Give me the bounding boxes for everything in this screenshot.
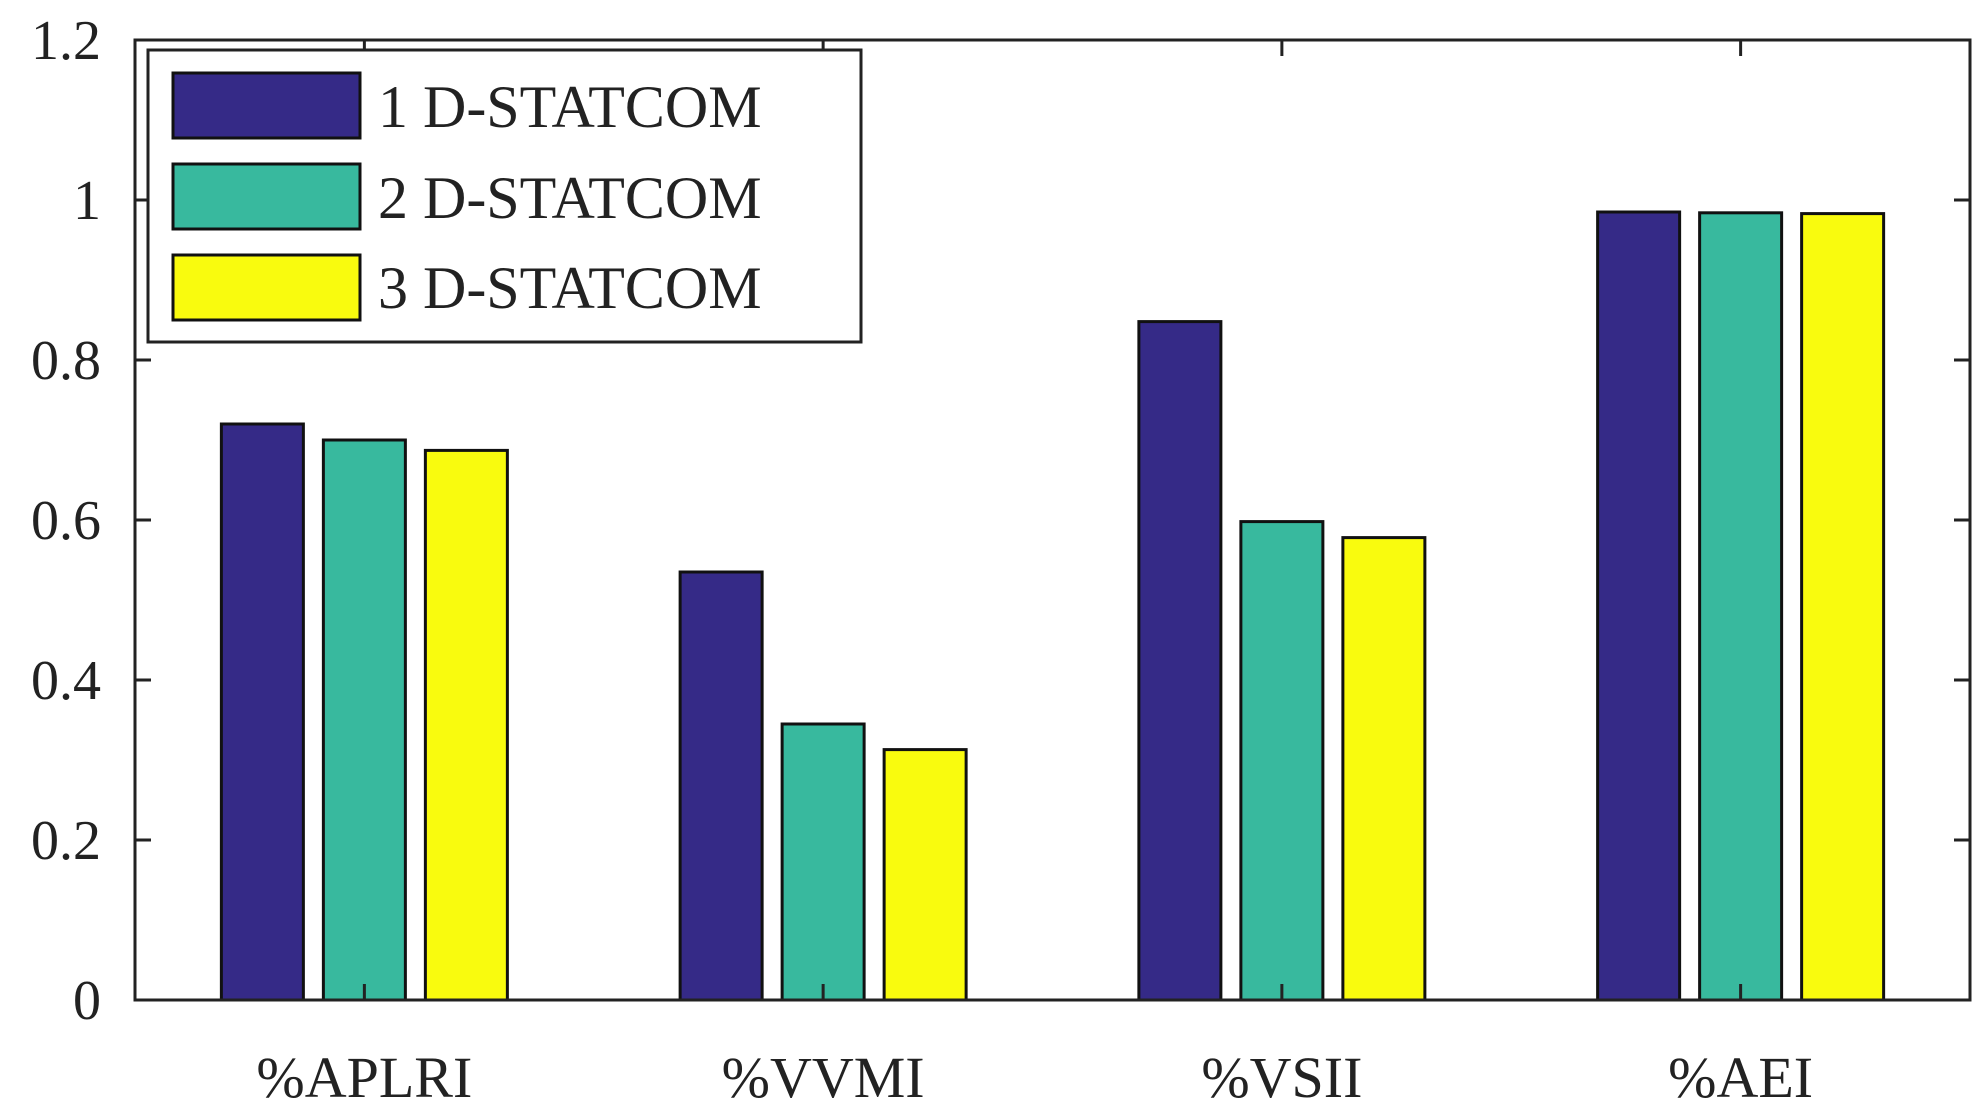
bar-aei-series-3 bbox=[1800, 212, 1886, 1002]
x-category-label-3: %AEI bbox=[1668, 1045, 1813, 1110]
bar-vsii-series-2 bbox=[1239, 520, 1325, 1002]
legend-swatch-2 bbox=[171, 162, 362, 231]
y-tick-label-3: 0.6 bbox=[31, 490, 101, 552]
bar-vsii-series-1 bbox=[1137, 320, 1223, 1002]
y-tick-label-0: 0 bbox=[73, 970, 101, 1032]
x-category-label-0: %APLRI bbox=[256, 1045, 472, 1110]
bar-aplri-series-3 bbox=[423, 448, 509, 1002]
bar-vvmi-series-3 bbox=[882, 748, 968, 1002]
legend: 1 D-STATCOM 2 D-STATCOM 3 D-STATCOM bbox=[146, 48, 863, 344]
y-tick-labels: 0 0.2 0.4 0.6 0.8 1 1.2 bbox=[31, 10, 101, 1032]
legend-label-1: 1 D-STATCOM bbox=[378, 74, 762, 140]
bar-vvmi-series-2 bbox=[780, 722, 866, 1002]
legend-label-2: 2 D-STATCOM bbox=[378, 165, 762, 231]
bar-aei-series-2 bbox=[1698, 211, 1784, 1002]
bar-aei-series-1 bbox=[1596, 210, 1682, 1002]
y-tick-label-6: 1.2 bbox=[31, 10, 101, 72]
x-category-labels: %APLRI %VVMI %VSII %AEI bbox=[256, 1045, 1813, 1110]
y-tick-label-5: 1 bbox=[73, 170, 101, 232]
x-category-label-2: %VSII bbox=[1201, 1045, 1362, 1110]
y-tick-label-4: 0.8 bbox=[31, 330, 101, 392]
legend-swatch-1 bbox=[171, 71, 362, 140]
bar-aplri-series-2 bbox=[321, 438, 407, 1002]
legend-label-3: 3 D-STATCOM bbox=[378, 255, 762, 321]
bars-group bbox=[219, 210, 1886, 1002]
y-tick-label-1: 0.2 bbox=[31, 810, 101, 872]
bar-aplri-series-1 bbox=[219, 422, 305, 1002]
legend-swatch-3 bbox=[171, 253, 362, 322]
y-tick-label-2: 0.4 bbox=[31, 650, 101, 712]
axes-frame bbox=[133, 38, 1972, 1002]
bar-vvmi-series-1 bbox=[678, 570, 764, 1002]
bar-vsii-series-3 bbox=[1341, 536, 1427, 1002]
x-category-label-1: %VVMI bbox=[722, 1045, 925, 1110]
